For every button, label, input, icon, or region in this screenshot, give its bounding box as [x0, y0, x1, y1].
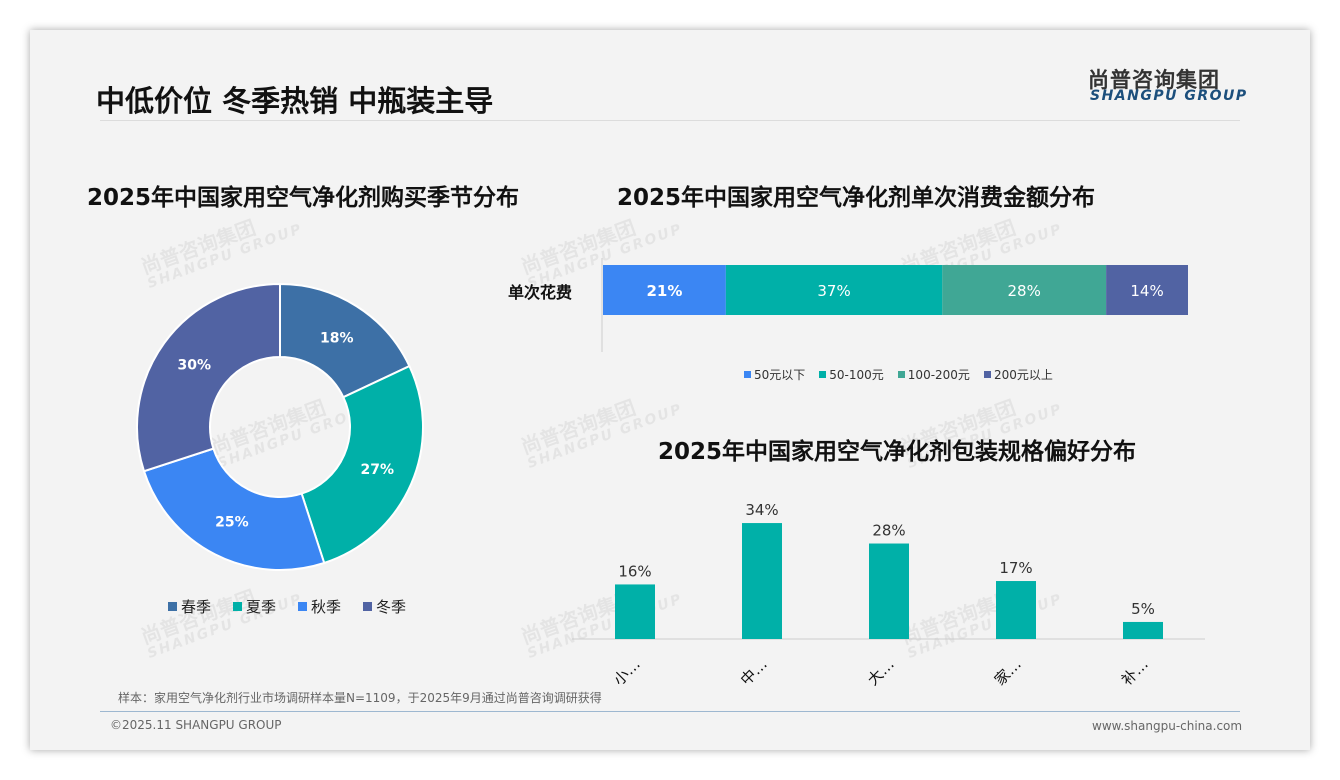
bar-title: 2025年中国家用空气净化剂包装规格偏好分布 — [658, 439, 1137, 465]
legend-swatch — [233, 602, 243, 611]
legend-item: 夏季 — [233, 596, 276, 617]
legend-item: 100-200元 — [897, 366, 970, 383]
legend-swatch — [168, 602, 177, 611]
legend-label: 秋季 — [311, 598, 342, 616]
divider — [100, 120, 1240, 121]
donut-label: 25% — [215, 514, 249, 530]
stacked-segment — [725, 265, 943, 315]
stacked-label: 28% — [1008, 282, 1041, 300]
logo-en: SHANGPU GROUP — [1090, 88, 1248, 104]
legend-label: 100-200元 — [907, 368, 970, 382]
charts-canvas: 18% 27% 25% 30% 21% 37% 28% 14% 16% 小… 34% 中… 28% 大… 1… — [136, 258, 1205, 689]
donut-label: 30% — [177, 358, 211, 374]
page-title: 中低价位 冬季热销 中瓶装主导 — [96, 84, 494, 118]
legend-swatch — [298, 602, 308, 611]
logo-cn: 尚普咨询集团 — [1088, 68, 1220, 92]
bar-value-label: 28% — [872, 522, 905, 540]
footer-line — [100, 711, 1240, 712]
bar — [996, 581, 1036, 639]
stacked-label: 21% — [646, 282, 682, 300]
legend-item: 冬季 — [363, 596, 406, 617]
stacked-title: 2025年中国家用空气净化剂单次消费金额分布 — [617, 185, 1096, 211]
legend-item: 秋季 — [298, 596, 341, 617]
bar-category-label: 大… — [864, 655, 898, 689]
legend-label: 夏季 — [246, 598, 277, 616]
copyright: ©2025.11 SHANGPU GROUP — [110, 718, 282, 732]
bar-value-label: 17% — [999, 559, 1032, 577]
bar-category-label: 小… — [610, 655, 644, 689]
stacked-legend: 50元以下 50-100元 100-200元 200元以上 — [744, 366, 1053, 383]
stacked-segment — [942, 265, 1107, 315]
bar — [1123, 621, 1163, 639]
legend-item: 200元以上 — [983, 366, 1053, 383]
legend-item: 50-100元 — [819, 366, 884, 383]
sample-note: 样本：家用空气净化剂行业市场调研样本量N=1109，于2025年9月通过尚普咨询… — [118, 691, 602, 705]
legend-label: 200元以上 — [993, 368, 1053, 382]
slide: 中低价位 冬季热销 中瓶装主导 尚普咨询集团 SHANGPU GROUP 尚普咨… — [30, 30, 1310, 750]
legend-swatch — [363, 602, 373, 611]
bar — [869, 543, 909, 639]
bar-value-label: 16% — [618, 562, 651, 580]
legend-swatch — [744, 371, 751, 378]
donut-slice — [136, 282, 281, 473]
bar — [615, 584, 655, 639]
legend-label: 50元以下 — [754, 368, 806, 382]
stacked-segment — [1106, 265, 1188, 315]
bar-category-label: 家… — [991, 655, 1025, 689]
legend-label: 春季 — [181, 598, 212, 616]
legend-swatch — [819, 371, 827, 378]
bar-category-label: 中… — [737, 655, 771, 689]
donut-legend: 春季 夏季 秋季 冬季 — [168, 596, 406, 617]
legend-swatch — [983, 371, 991, 378]
donut-slice — [300, 364, 424, 565]
donut-slice — [279, 282, 411, 399]
bar — [742, 523, 782, 639]
website: www.shangpu-china.com — [1092, 719, 1243, 733]
bar-value-label: 34% — [745, 501, 778, 519]
stacked-category: 单次花费 — [508, 283, 573, 302]
stacked-label: 14% — [1130, 282, 1163, 300]
bar-category-label: 补… — [1118, 655, 1152, 689]
donut-title: 2025年中国家用空气净化剂购买季节分布 — [87, 185, 520, 211]
donut-label: 18% — [320, 331, 354, 347]
donut-slice — [142, 447, 326, 571]
bar-value-label: 5% — [1131, 600, 1155, 618]
stacked-segment — [603, 265, 726, 315]
legend-item: 春季 — [168, 596, 211, 617]
legend-label: 冬季 — [376, 598, 407, 616]
donut-label: 27% — [361, 462, 395, 478]
legend-swatch — [897, 371, 905, 378]
stacked-label: 37% — [817, 282, 850, 300]
legend-label: 50-100元 — [829, 368, 884, 382]
legend-item: 50元以下 — [744, 366, 805, 383]
